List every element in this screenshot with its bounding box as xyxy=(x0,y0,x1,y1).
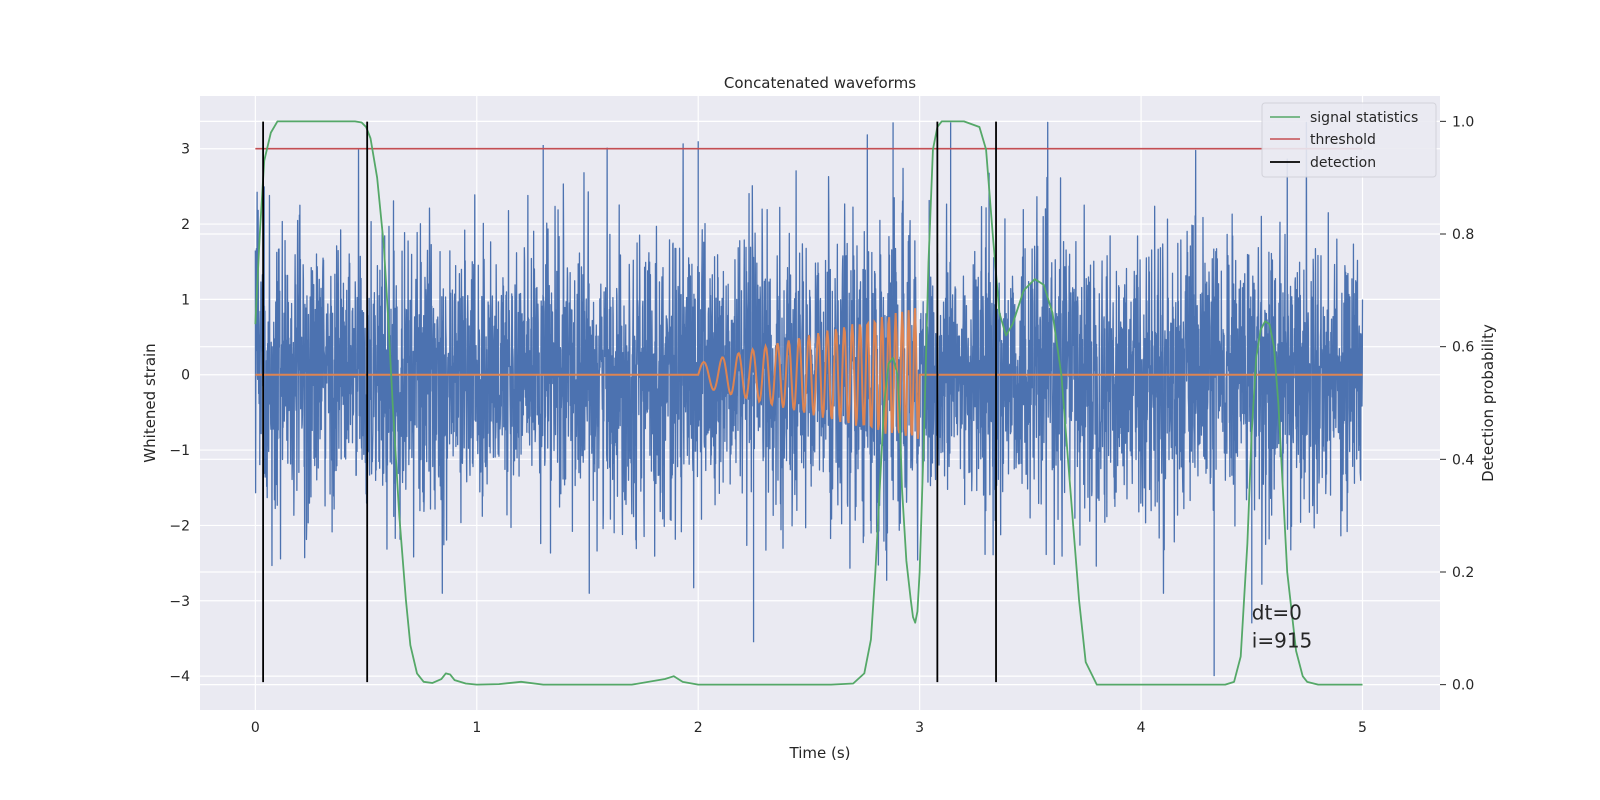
x-tick-label-1: 1 xyxy=(472,720,481,736)
y2-tick-label-3: 0.6 xyxy=(1452,340,1474,356)
y-tick-label-3: −1 xyxy=(169,443,190,459)
y2-tick-label-4: 0.8 xyxy=(1452,227,1474,243)
y-tick-label-1: −3 xyxy=(169,594,190,610)
y-tick-label-0: −4 xyxy=(169,669,190,685)
y2-axis-label: Detection probability xyxy=(1479,324,1497,482)
y2-tick-label-5: 1.0 xyxy=(1452,114,1474,130)
legend-box xyxy=(1261,102,1437,178)
series-signal-statistics xyxy=(254,120,1363,686)
y-tick-label-5: 1 xyxy=(181,292,190,308)
y2-tick-label-2: 0.4 xyxy=(1452,452,1474,468)
series-strain xyxy=(254,121,1364,677)
y-tick-label-7: 3 xyxy=(181,142,190,158)
annotations: dt=0 i=915 xyxy=(1252,601,1313,653)
x-axis-label: Time (s) xyxy=(789,744,851,762)
legend-label-statistics: signal statistics xyxy=(1310,110,1418,126)
x-tick-label-3: 3 xyxy=(915,720,924,736)
x-tick-label-5: 5 xyxy=(1358,720,1367,736)
x-tick-label-0: 0 xyxy=(251,720,260,736)
legend-label-detection: detection xyxy=(1310,155,1376,171)
plot-area xyxy=(254,120,1364,686)
y-tick-label-2: −2 xyxy=(169,518,190,534)
y2-tick-label-0: 0.0 xyxy=(1452,678,1474,694)
chart-title: Concatenated waveforms xyxy=(724,74,916,92)
legend: signal statistics threshold detection xyxy=(1261,102,1437,178)
annotation-dt: dt=0 xyxy=(1252,601,1302,625)
series-injected-signal xyxy=(255,308,1363,439)
ticks: 0 1 2 3 4 5 −4 −3 −2 −1 0 1 2 3 0.0 0.2 0.4 0.6 0.8 1.0 xyxy=(169,114,1474,736)
legend-label-threshold: threshold xyxy=(1310,132,1376,148)
y-axis-label: Whitened strain xyxy=(141,343,159,462)
y-tick-label-6: 2 xyxy=(181,217,190,233)
y-tick-label-4: 0 xyxy=(181,368,190,384)
annotation-index: i=915 xyxy=(1252,628,1313,652)
y2-tick-label-1: 0.2 xyxy=(1452,565,1474,581)
x-tick-label-4: 4 xyxy=(1137,720,1146,736)
x-tick-label-2: 2 xyxy=(694,720,703,736)
